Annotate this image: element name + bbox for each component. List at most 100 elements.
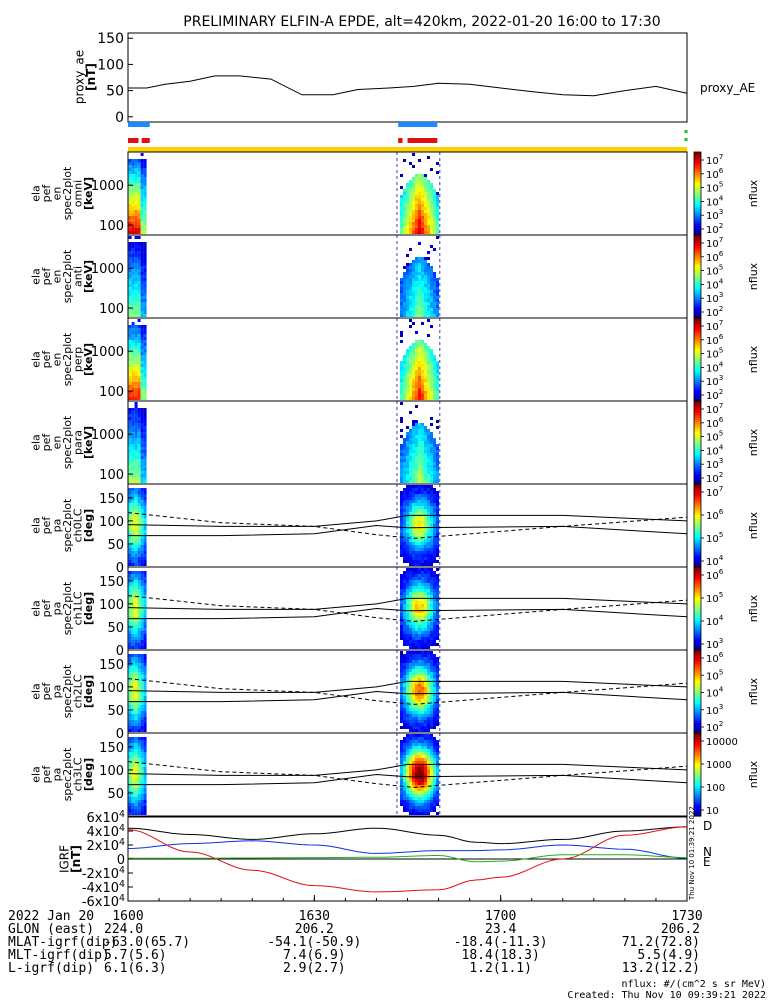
spectrogram-cell (427, 494, 430, 497)
spectrogram-cell (421, 524, 424, 527)
colorbar-cell (694, 203, 701, 207)
spectrogram-cell (412, 269, 415, 272)
spectrogram-cell (412, 420, 415, 423)
spectrogram-cell (430, 269, 433, 272)
axis-label-line: ch0LC (72, 508, 85, 542)
spectrogram-cell (137, 198, 141, 201)
spectrogram-cell (140, 803, 144, 806)
spectrogram-cell (406, 551, 409, 554)
spectrogram-cell (406, 687, 409, 690)
spectrogram-cell (131, 598, 135, 601)
spectrogram-cell (140, 153, 144, 156)
spectrogram-cell (412, 459, 415, 462)
spectrogram-cell (418, 767, 421, 770)
spectrogram-cell (427, 367, 430, 370)
spectrogram-cell (137, 791, 141, 794)
spectrogram-cell (409, 622, 412, 625)
spectrogram-cell (134, 563, 138, 566)
spectrogram-cell (415, 503, 418, 506)
spectrogram-cell (412, 518, 415, 521)
colorbar-cell (694, 811, 701, 815)
spectrogram-cell (433, 545, 436, 548)
spectrogram-cell (421, 574, 424, 577)
spectrogram-cell (134, 491, 138, 494)
spectrogram-cell (424, 432, 427, 435)
spectrogram-cell (406, 296, 409, 299)
spectrogram-cell (421, 284, 424, 287)
spectrogram-cell (409, 717, 412, 720)
orbit-row-label: MLT-igrf(dip) (8, 948, 110, 963)
spectrogram-cell (427, 397, 430, 400)
spectrogram-cell (406, 192, 409, 195)
spectrogram-cell (131, 666, 135, 669)
spectrogram-cell (128, 168, 132, 171)
spectrogram-cell (137, 177, 141, 180)
spectrogram-cell (421, 651, 424, 654)
colorbar-cell (694, 318, 701, 321)
spectrogram-cell (131, 432, 135, 435)
spectrogram-cell (421, 423, 424, 426)
spectrogram-cell (424, 640, 427, 643)
spectrogram-cell (128, 165, 132, 168)
spectrogram-cell (430, 299, 433, 302)
spectrogram-cell (427, 669, 430, 672)
spectrogram-cell (137, 580, 141, 583)
spectrogram-cell (421, 678, 424, 681)
spectrogram-cell (143, 162, 147, 165)
spectrogram-cell (137, 216, 141, 219)
spectrogram-cell (415, 788, 418, 791)
spectrogram-cell (424, 278, 427, 281)
spectrogram-cell (430, 518, 433, 521)
spectrogram-cell (403, 388, 406, 391)
spectrogram-cell (403, 385, 406, 388)
spectrogram-cell (430, 625, 433, 628)
spectrogram-cell (418, 195, 421, 198)
spectrogram-cell (128, 560, 132, 563)
spectrogram-cell (406, 758, 409, 761)
spectrogram-cell (433, 444, 436, 447)
spectrogram-cell (131, 444, 135, 447)
spectrogram-cell (412, 382, 415, 385)
spectrogram-cell (415, 391, 418, 394)
spectrogram-cell (406, 533, 409, 536)
spectrogram-cell (143, 488, 147, 491)
spectrogram-cell (400, 678, 403, 681)
spectrogram-cell (409, 287, 412, 290)
spectrogram-cell (400, 749, 403, 752)
spectrogram-cell (433, 503, 436, 506)
spectrogram-cell (430, 580, 433, 583)
spectrogram-cell (436, 364, 439, 367)
spectrogram-cell (409, 213, 412, 216)
colorbar-cell (694, 620, 701, 624)
spectrogram-cell (140, 471, 144, 474)
spectrogram-cell (433, 524, 436, 527)
spectrogram-cell (128, 571, 132, 574)
spectrogram-cell (424, 192, 427, 195)
spectrogram-cell (412, 711, 415, 714)
spectrogram-cell (406, 628, 409, 631)
spectrogram-cell (128, 201, 132, 204)
spectrogram-cell (406, 666, 409, 669)
spectrogram-cell (424, 705, 427, 708)
spectrogram-cell (140, 474, 144, 477)
spectrogram-cell (128, 551, 132, 554)
y-tick-label: 50 (107, 621, 124, 636)
spectrogram-cell (430, 379, 433, 382)
spectrogram-cell (131, 355, 135, 358)
spectrogram-cell (137, 749, 141, 752)
spectrogram-cell (427, 222, 430, 225)
spectrogram-cell (406, 370, 409, 373)
spectrogram-cell (406, 631, 409, 634)
spectrogram-cell (409, 770, 412, 773)
spectrogram-cell (140, 201, 144, 204)
spectrogram-cell (412, 388, 415, 391)
spectrogram-cell (131, 474, 135, 477)
spectrogram-cell (424, 260, 427, 263)
spectrogram-cell (415, 809, 418, 812)
spectrogram-cell (436, 660, 439, 663)
spectrogram-cell (137, 625, 141, 628)
spectrogram-cell (427, 681, 430, 684)
spectrogram-cell (131, 539, 135, 542)
spectrogram-cell (421, 571, 424, 574)
